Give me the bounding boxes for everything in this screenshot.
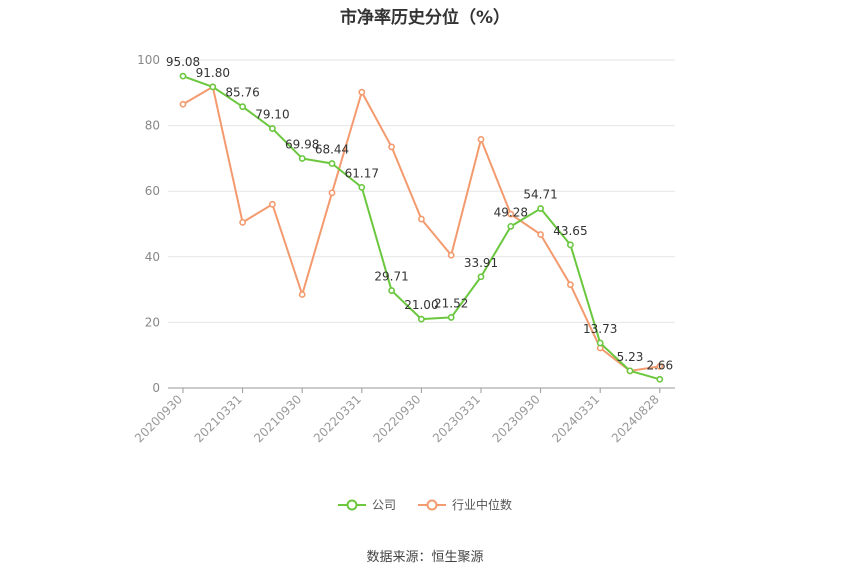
y-tick-label-0: 0 — [152, 381, 160, 395]
data-label-9: 21.52 — [434, 296, 468, 310]
series-0-point-3 — [268, 125, 276, 132]
series-layer — [179, 72, 664, 383]
data-label-8: 21.00 — [404, 298, 438, 312]
x-tick-label-20200930: 20200930 — [132, 392, 185, 445]
series-1-point-11 — [507, 210, 515, 218]
series-1-point-12 — [537, 231, 544, 238]
chart-title: 市净率历史分位（%） — [339, 8, 511, 28]
data-label-3: 79.10 — [255, 108, 289, 122]
series-0-point-16 — [656, 375, 664, 383]
series-0-point-13 — [567, 241, 574, 249]
y-tick-label-40: 40 — [145, 250, 160, 264]
x-tick-label-20220331: 20220331 — [311, 392, 364, 445]
data-label-5: 68.44 — [315, 143, 349, 157]
series-0-point-5 — [328, 160, 336, 167]
y-tick-label-80: 80 — [145, 119, 160, 133]
x-tick-label-20240331: 20240331 — [549, 392, 602, 445]
series-1-point-3 — [268, 200, 276, 208]
series-1-point-13 — [567, 281, 574, 289]
x-tick-label-20210331: 20210331 — [192, 392, 245, 445]
series-0-point-15 — [626, 367, 634, 375]
series-0-point-8 — [417, 315, 425, 323]
y-tick-label-20: 20 — [145, 315, 160, 329]
data-label-15: 5.23 — [617, 350, 644, 364]
series-1-point-10 — [477, 135, 485, 143]
series-1-point-9 — [447, 251, 455, 259]
series-1-point-4 — [298, 291, 306, 298]
data-label-12: 54.71 — [523, 188, 557, 202]
legend-industry-swatch-icon — [418, 499, 446, 510]
data-label-2: 85.76 — [225, 86, 259, 100]
data-label-11: 49.28 — [494, 205, 528, 219]
legend-item-industry[interactable]: 行业中位数 — [418, 496, 512, 513]
x-tick-label-20230930: 20230930 — [490, 392, 543, 445]
data-source: 数据来源：恒生聚源 — [366, 550, 484, 565]
legend-company-swatch-icon — [337, 499, 366, 510]
series-1-point-0 — [179, 100, 187, 108]
series-1-point-7 — [388, 143, 395, 151]
data-label-7: 29.71 — [374, 270, 408, 284]
data-label-0: 95.08 — [166, 55, 200, 69]
series-0-point-10 — [477, 273, 485, 281]
x-tick-label-20210930: 20210930 — [251, 392, 304, 445]
legend: 公司 行业中位数 — [0, 496, 850, 513]
series-0-point-12 — [537, 205, 544, 212]
y-tick-label-60: 60 — [145, 184, 160, 198]
series-0-point-11 — [507, 222, 515, 230]
series-1-point-16 — [656, 362, 664, 370]
series-1-point-2 — [239, 218, 246, 226]
data-label-4: 69.98 — [285, 137, 319, 151]
data-label-6: 61.17 — [345, 166, 379, 180]
data-label-10: 33.91 — [464, 256, 498, 270]
legend-industry-label: 行业中位数 — [452, 498, 513, 512]
legend-company-label: 公司 — [371, 498, 396, 512]
series-0-point-6 — [358, 183, 366, 191]
data-label-13: 43.65 — [553, 224, 587, 238]
series-1-point-8 — [417, 215, 425, 223]
series-0-point-7 — [388, 287, 395, 294]
legend-item-company[interactable]: 公司 — [337, 496, 396, 513]
data-label-1: 91.80 — [196, 66, 230, 80]
series-1-point-6 — [358, 88, 366, 96]
data-label-16: 2.66 — [646, 358, 673, 372]
series-0-point-0 — [179, 72, 187, 80]
data-label-14: 13.73 — [583, 322, 617, 336]
series-0-point-9 — [447, 314, 455, 321]
x-tick-label-20240828: 20240828 — [609, 392, 662, 445]
y-tick-label-100: 100 — [137, 53, 160, 67]
x-tick-label-20220930: 20220930 — [370, 392, 423, 445]
series-0-point-1 — [209, 83, 217, 91]
x-tick-label-20230331: 20230331 — [430, 392, 483, 445]
series-0-point-14 — [596, 339, 604, 347]
series-0-point-4 — [298, 155, 306, 162]
series-1-point-5 — [328, 189, 336, 197]
series-0-point-2 — [239, 103, 246, 111]
